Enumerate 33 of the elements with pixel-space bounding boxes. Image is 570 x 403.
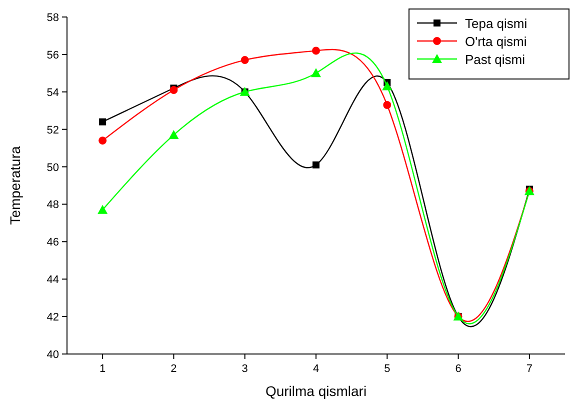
x-tick-label: 1	[100, 363, 106, 375]
y-tick-label: 58	[46, 12, 59, 24]
legend-label: Past qismi	[465, 52, 526, 67]
y-tick-label: 46	[46, 236, 59, 249]
y-tick-label: 52	[46, 124, 59, 136]
point	[312, 46, 320, 55]
legend-label: O'rta qismi	[465, 34, 527, 49]
y-tick-label: 50	[46, 162, 59, 174]
x-tick-label: 2	[170, 363, 177, 375]
point	[383, 100, 392, 109]
x-tick-label: 7	[526, 363, 532, 375]
x-tick-label: 4	[312, 363, 320, 375]
x-axis-title: Qurilma qismlari	[265, 383, 367, 399]
y-tick-label: 54	[46, 86, 59, 99]
y-tick-label: 48	[46, 199, 59, 212]
point	[98, 136, 107, 145]
x-tick-label: 6	[455, 363, 462, 375]
point	[99, 118, 106, 126]
point	[240, 56, 249, 64]
point	[312, 161, 320, 168]
point	[311, 68, 321, 78]
y-tick-label: 40	[46, 349, 59, 361]
y-tick-label: 56	[46, 49, 59, 62]
point	[382, 81, 392, 90]
y-tick-label: 44	[46, 274, 59, 286]
point	[170, 86, 178, 94]
legend-label: Tepa qismi	[465, 16, 528, 31]
x-tick-label: 3	[242, 363, 248, 375]
point	[168, 130, 179, 139]
point	[98, 204, 108, 214]
y-tick-label: 42	[46, 312, 59, 324]
x-tick-label: 5	[384, 363, 390, 375]
y-axis-title: Temperatura	[7, 146, 23, 225]
